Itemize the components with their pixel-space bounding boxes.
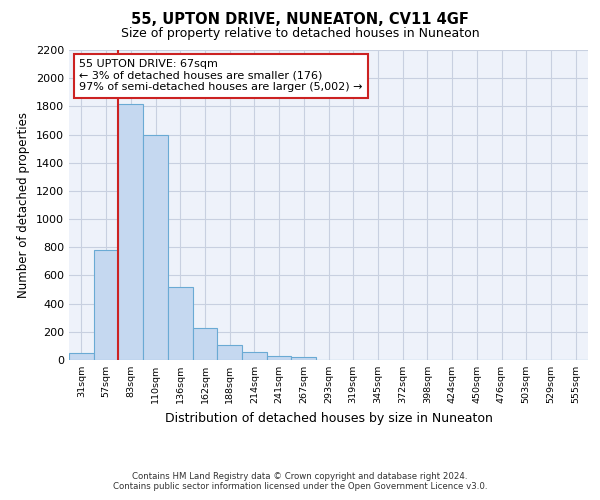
Text: Contains public sector information licensed under the Open Government Licence v3: Contains public sector information licen… — [113, 482, 487, 491]
Bar — [242, 352, 267, 360]
Bar — [193, 328, 217, 360]
Y-axis label: Number of detached properties: Number of detached properties — [17, 112, 31, 298]
Text: 55, UPTON DRIVE, NUNEATON, CV11 4GF: 55, UPTON DRIVE, NUNEATON, CV11 4GF — [131, 12, 469, 28]
X-axis label: Distribution of detached houses by size in Nuneaton: Distribution of detached houses by size … — [164, 412, 493, 424]
Bar — [69, 353, 94, 360]
Bar — [143, 134, 168, 360]
Bar — [217, 345, 242, 360]
Bar — [168, 286, 193, 360]
Text: Contains HM Land Registry data © Crown copyright and database right 2024.: Contains HM Land Registry data © Crown c… — [132, 472, 468, 481]
Bar — [118, 104, 143, 360]
Text: Size of property relative to detached houses in Nuneaton: Size of property relative to detached ho… — [121, 28, 479, 40]
Bar — [267, 356, 292, 360]
Bar — [292, 357, 316, 360]
Bar — [94, 250, 118, 360]
Text: 55 UPTON DRIVE: 67sqm
← 3% of detached houses are smaller (176)
97% of semi-deta: 55 UPTON DRIVE: 67sqm ← 3% of detached h… — [79, 60, 363, 92]
